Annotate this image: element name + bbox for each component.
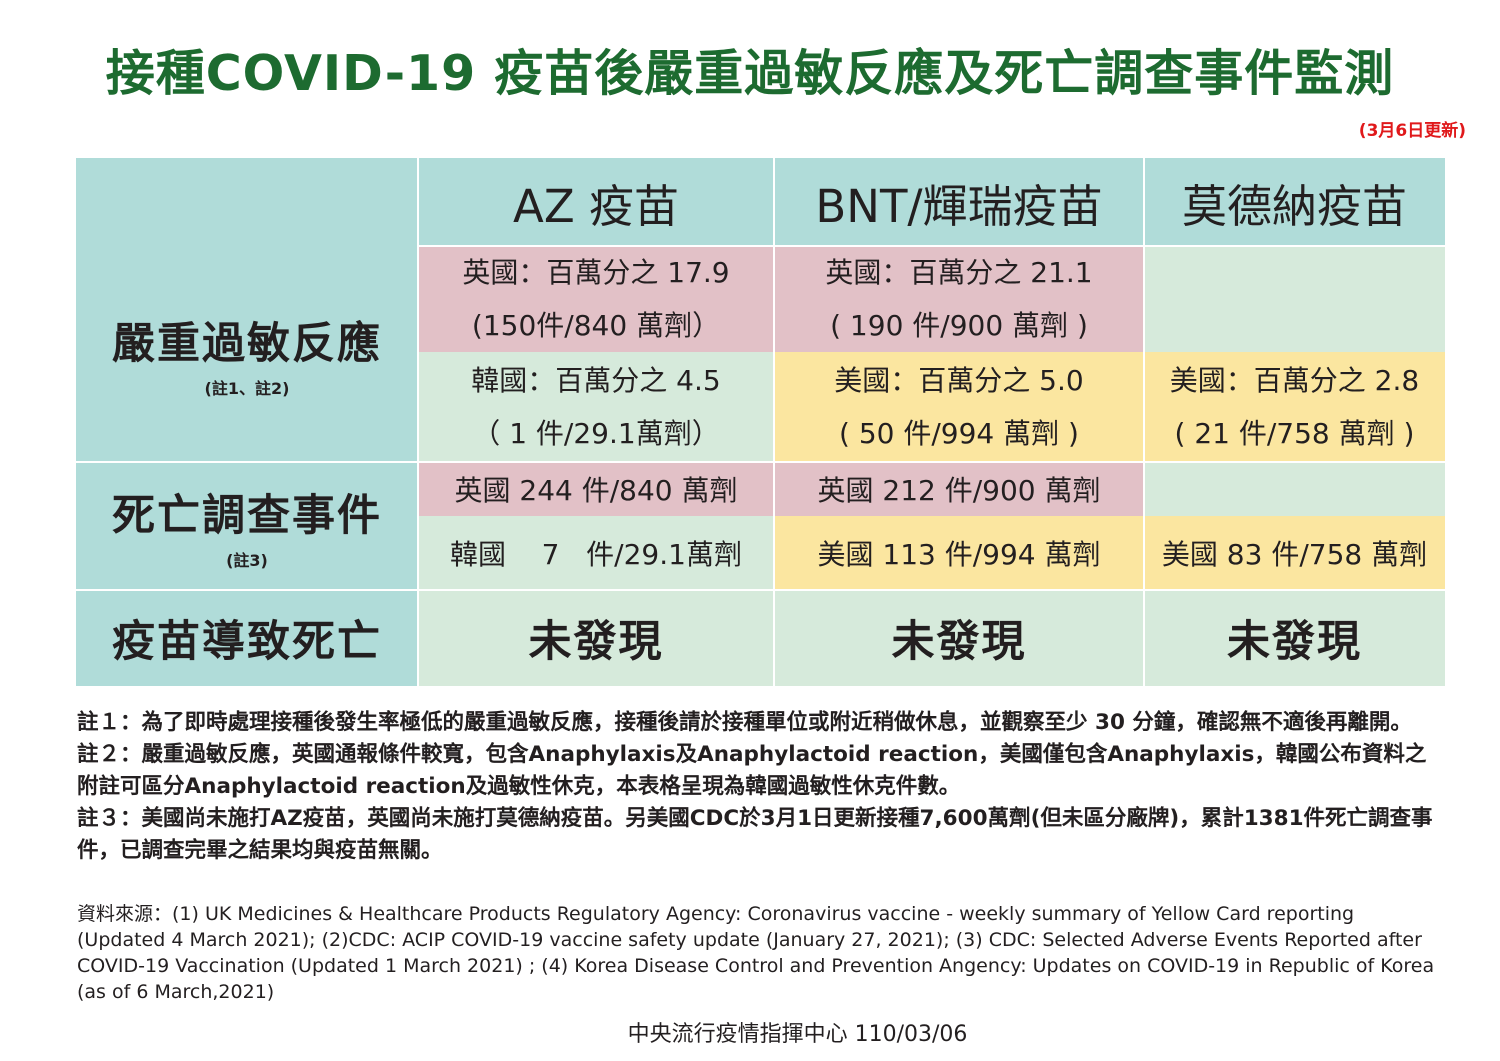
update-note: (3月6日更新) bbox=[1358, 121, 1466, 141]
vaccine-death-bnt-cell: 未發現 bbox=[774, 590, 1144, 686]
row-header-vaccine-death: 疫苗導致死亡 bbox=[76, 590, 418, 686]
allergy-bnt-us-rate: 美國：百萬分之 5.0 bbox=[834, 364, 1084, 397]
vaccine-death-az-cell: 未發現 bbox=[418, 590, 774, 686]
row-note-death: (註3) bbox=[226, 551, 268, 570]
allergy-bnt-uk-cell: 英國：百萬分之 21.1 ( 190 件/900 萬劑 ) bbox=[774, 246, 1144, 352]
allergy-moderna-us-rate: 美國：百萬分之 2.8 bbox=[1169, 364, 1420, 397]
grid-divider bbox=[76, 589, 1445, 591]
note-2: 註２：嚴重過敏反應，英國通報條件較寬，包含Anaphylaxis及Anaphyl… bbox=[77, 742, 1427, 799]
death-az-uk-cell: 英國 244 件/840 萬劑 bbox=[418, 462, 774, 516]
column-header-bnt: BNT/輝瑞疫苗 bbox=[774, 158, 1144, 246]
grid-divider bbox=[1143, 158, 1145, 686]
allergy-az-kr-count: （ 1 件/29.1萬劑） bbox=[472, 417, 720, 450]
grid-divider bbox=[76, 461, 1445, 463]
death-moderna-empty-cell bbox=[1144, 462, 1445, 516]
allergy-az-kr-cell: 韓國：百萬分之 4.5 （ 1 件/29.1萬劑） bbox=[418, 352, 774, 462]
allergy-moderna-empty-cell bbox=[1144, 246, 1445, 352]
allergy-bnt-us-cell: 美國：百萬分之 5.0 ( 50 件/994 萬劑 ) bbox=[774, 352, 1144, 462]
allergy-az-uk-cell: 英國：百萬分之 17.9 (150件/840 萬劑） bbox=[418, 246, 774, 352]
column-header-moderna: 莫德納疫苗 bbox=[1144, 158, 1445, 246]
source-citation: 資料來源：(1) UK Medicines & Healthcare Produ… bbox=[77, 903, 1435, 1003]
row-note-allergy: (註1、註2) bbox=[204, 379, 290, 398]
grid-divider bbox=[418, 245, 1445, 247]
note-1: 註１：為了即時處理接種後發生率極低的嚴重過敏反應，接種後請於接種單位或附近稍做休… bbox=[77, 710, 1412, 735]
allergy-az-uk-rate: 英國：百萬分之 17.9 bbox=[462, 256, 730, 289]
allergy-moderna-us-cell: 美國：百萬分之 2.8 ( 21 件/758 萬劑 ) bbox=[1144, 352, 1445, 462]
row-label-allergy: 嚴重過敏反應 bbox=[112, 319, 382, 369]
death-az-kr-cell: 韓國 7 件/29.1萬劑 bbox=[418, 516, 774, 590]
grid-divider bbox=[417, 158, 419, 686]
grid-divider bbox=[773, 158, 775, 686]
vaccine-death-moderna-cell: 未發現 bbox=[1144, 590, 1445, 686]
page-title: 接種COVID-19 疫苗後嚴重過敏反應及死亡調查事件監測 bbox=[105, 45, 1395, 102]
note-3: 註３：美國尚未施打AZ疫苗，英國尚未施打莫德納疫苗。另美國CDC於3月1日更新接… bbox=[77, 806, 1433, 863]
allergy-az-kr-rate: 韓國：百萬分之 4.5 bbox=[471, 364, 721, 397]
allergy-az-uk-count: (150件/840 萬劑） bbox=[471, 309, 721, 342]
row-label-death: 死亡調查事件 bbox=[112, 491, 382, 541]
allergy-bnt-us-count: ( 50 件/994 萬劑 ) bbox=[839, 417, 1079, 450]
row-header-allergy: 嚴重過敏反應 (註1、註2) bbox=[76, 246, 418, 462]
death-bnt-us-cell: 美國 113 件/994 萬劑 bbox=[774, 516, 1144, 590]
allergy-moderna-us-count: ( 21 件/758 萬劑 ) bbox=[1174, 417, 1415, 450]
notes-section: 註１：為了即時處理接種後發生率極低的嚴重過敏反應，接種後請於接種單位或附近稍做休… bbox=[77, 707, 1437, 867]
death-bnt-uk-cell: 英國 212 件/900 萬劑 bbox=[774, 462, 1144, 516]
allergy-bnt-uk-rate: 英國：百萬分之 21.1 bbox=[825, 256, 1093, 289]
surveillance-table: AZ 疫苗 BNT/輝瑞疫苗 莫德納疫苗 嚴重過敏反應 (註1、註2) 英國：百… bbox=[76, 158, 1445, 686]
issuer-footer: 中央流行疫情指揮中心 110/03/06 bbox=[627, 1022, 968, 1047]
death-moderna-us-cell: 美國 83 件/758 萬劑 bbox=[1144, 516, 1445, 590]
row-header-death: 死亡調查事件 (註3) bbox=[76, 462, 418, 590]
allergy-bnt-uk-count: ( 190 件/900 萬劑 ) bbox=[830, 309, 1088, 342]
column-header-az: AZ 疫苗 bbox=[418, 158, 774, 246]
